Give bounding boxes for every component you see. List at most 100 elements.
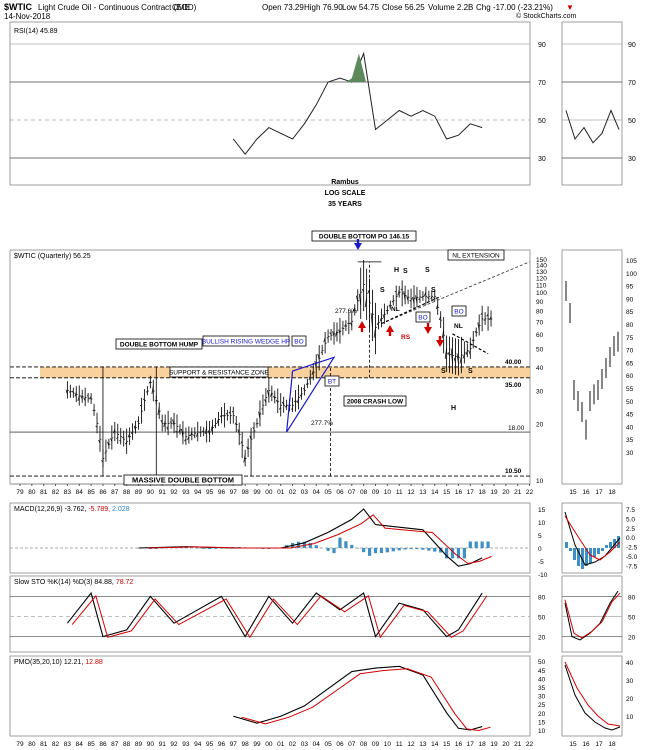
x-axis-inset-year: 17 xyxy=(595,489,603,496)
price-bar-open-tick xyxy=(228,411,231,415)
price-inset-tick-label: 85 xyxy=(626,309,634,316)
price-bar-open-tick xyxy=(210,424,213,432)
x-axis-year: 18 xyxy=(479,489,487,496)
macd-line xyxy=(138,508,483,567)
x-axis-inset-year-bottom: 16 xyxy=(582,741,590,748)
x-axis-year: 88 xyxy=(123,489,131,496)
macd-histogram-bar xyxy=(439,548,443,553)
neckline-1 xyxy=(381,295,441,325)
bo-label-1: BO xyxy=(294,339,303,346)
price-tick-label: 110 xyxy=(536,282,547,289)
price-bars xyxy=(65,259,493,468)
price-tick-label: 80 xyxy=(536,308,544,315)
x-axis-year-bottom: 05 xyxy=(324,741,332,748)
price-bar-open-tick xyxy=(267,390,270,398)
price-bar-open-tick xyxy=(433,297,436,300)
s-top1-label: S xyxy=(403,268,408,275)
x-axis-year-bottom: 03 xyxy=(301,741,309,748)
macd-histogram-bar xyxy=(362,548,366,553)
price-bar-open-tick xyxy=(124,442,127,445)
price-bar-open-tick xyxy=(163,420,166,428)
x-axis-year-bottom: 19 xyxy=(490,741,498,748)
price-bar-open-tick xyxy=(110,438,113,442)
price-bar-open-tick xyxy=(406,296,409,301)
pmo-tick-label: 50 xyxy=(538,659,546,666)
pmo-tick-label: 25 xyxy=(538,702,546,709)
s-left-label: S xyxy=(380,287,385,294)
price-bar-open-tick xyxy=(136,420,139,422)
price-bar-open-tick xyxy=(195,432,199,437)
level-40-label: 40.00 xyxy=(505,359,522,366)
macd-inset-histogram-bar xyxy=(573,548,576,560)
price-bar-open-tick xyxy=(412,296,415,304)
x-axis-year-bottom: 82 xyxy=(52,741,60,748)
x-axis-year-bottom: 95 xyxy=(206,741,214,748)
pmo-inset-tick-label: 40 xyxy=(626,660,634,667)
x-axis-year-bottom: 02 xyxy=(289,741,297,748)
macd-histogram-bar xyxy=(415,548,419,550)
bo-label-1-box xyxy=(291,335,307,347)
x-axis-year: 87 xyxy=(111,489,119,496)
pmo-tick-label: 35 xyxy=(538,685,546,692)
rsi-inset-tick-label: 90 xyxy=(628,42,636,49)
price-bar-open-tick xyxy=(95,425,98,428)
macd-inset-histogram-bar xyxy=(585,548,588,566)
rsi-tick-label: 70 xyxy=(538,80,546,87)
sto-inset-k-line xyxy=(564,590,619,641)
macd-inset-tick-label: -5.0 xyxy=(626,554,638,561)
macd-histogram-bar xyxy=(409,548,413,550)
volume-value: Volume 2.2B xyxy=(428,3,474,12)
po-down-arrow xyxy=(354,243,362,250)
sto-d-value: 78.72 xyxy=(116,579,134,586)
price-bar-open-tick xyxy=(160,419,163,423)
price-inset-tick-label: 75 xyxy=(626,335,634,342)
x-axis-year-bottom: 04 xyxy=(313,741,321,748)
sto-inset-tick-label: 20 xyxy=(628,635,636,642)
price-bar-open-tick xyxy=(252,427,255,430)
rsi-inset-frame xyxy=(561,21,623,186)
macd-inset-tick-label: -2.5 xyxy=(626,545,638,552)
macd-value-1: -3.762, xyxy=(65,506,89,513)
x-axis-year: 10 xyxy=(384,489,392,496)
price-inset-frame xyxy=(561,249,623,485)
x-axis-year-bottom: 80 xyxy=(28,741,36,748)
crash-low-label: 2008 CRASH LOW xyxy=(347,399,404,406)
rsi-annotation-text: Rambus xyxy=(331,179,359,186)
x-axis-year: 92 xyxy=(170,489,178,496)
price-bar-open-tick xyxy=(447,352,450,357)
price-bar-open-tick xyxy=(231,411,234,413)
macd-inset-histogram-bar xyxy=(593,548,596,557)
price-bar-open-tick xyxy=(361,288,365,293)
price-bar-open-tick xyxy=(400,288,403,291)
x-axis-year: 03 xyxy=(301,489,309,496)
price-bar-open-tick xyxy=(397,289,400,296)
x-axis-year: 02 xyxy=(289,489,297,496)
price-bar-open-tick xyxy=(293,400,296,403)
price-bar-open-tick xyxy=(438,316,442,321)
exchange-name: CME xyxy=(172,3,190,12)
macd-inset-histogram-bar xyxy=(569,548,572,551)
x-axis-year: 16 xyxy=(455,489,463,496)
price-tick-label: 150 xyxy=(536,257,547,264)
macd-label-prefix: MACD(12,26,9) xyxy=(14,506,65,513)
rsi-label: RSI(14) 45.89 xyxy=(14,28,58,35)
price-bar-open-tick xyxy=(113,429,116,434)
x-axis-year-bottom: 83 xyxy=(64,741,72,748)
symbol-description: Light Crude Oil - Continuous Contract (E… xyxy=(38,3,197,12)
price-bar-open-tick xyxy=(237,429,240,434)
x-axis-year: 01 xyxy=(277,489,285,496)
price-bar-open-tick xyxy=(74,391,77,397)
price-bar-open-tick xyxy=(207,430,210,435)
price-tick-label: 140 xyxy=(536,263,547,270)
macd-inset-histogram-bar xyxy=(613,539,616,548)
x-axis-year-bottom: 91 xyxy=(159,741,167,748)
price-bar-open-tick xyxy=(483,319,486,321)
price-bar-open-tick xyxy=(83,397,86,402)
high-value: High 76.90 xyxy=(304,3,343,12)
price-bar-open-tick xyxy=(329,332,332,335)
macd-inset-tick-label: -7.5 xyxy=(626,563,638,570)
chart-header: $WTIC Light Crude Oil - Continuous Contr… xyxy=(0,0,652,22)
macd-inset-frame xyxy=(561,502,623,574)
macd-inset-histogram-bar xyxy=(601,548,604,551)
macd-histogram-bar xyxy=(462,548,466,559)
